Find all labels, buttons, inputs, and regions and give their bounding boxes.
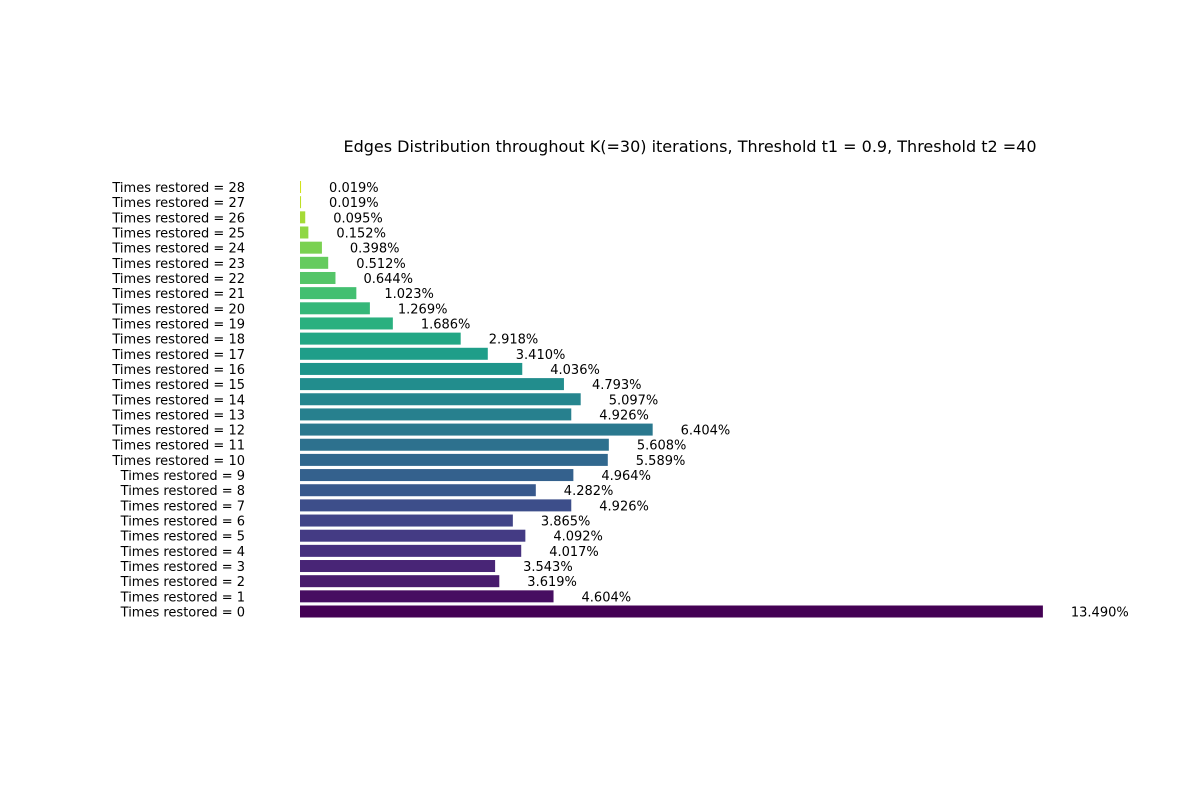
y-tick-label: Times restored = 22 <box>111 272 245 287</box>
y-tick-label: Times restored = 6 <box>120 515 245 530</box>
bar <box>300 332 461 345</box>
y-tick-label: Times restored = 14 <box>111 393 245 408</box>
bar <box>300 560 496 573</box>
y-tick-label: Times restored = 28 <box>111 181 245 196</box>
data-label: 0.019% <box>329 196 379 211</box>
bar <box>300 347 488 360</box>
y-tick-label: Times restored = 11 <box>111 439 245 454</box>
y-tick-label: Times restored = 24 <box>111 242 245 257</box>
data-label: 4.604% <box>582 590 632 605</box>
y-tick-label: Times restored = 3 <box>120 560 245 575</box>
data-label: 13.490% <box>1071 606 1129 621</box>
y-tick-label: Times restored = 0 <box>120 606 245 621</box>
y-tick-label: Times restored = 20 <box>111 302 245 317</box>
y-tick-label: Times restored = 9 <box>120 469 245 484</box>
data-label: 0.512% <box>356 257 406 272</box>
bar <box>300 590 554 603</box>
bar <box>300 605 1043 618</box>
y-tick-label: Times restored = 8 <box>120 484 245 499</box>
bar <box>300 393 581 406</box>
bar <box>300 196 302 209</box>
bar <box>300 423 653 436</box>
data-label: 4.926% <box>599 408 649 423</box>
bar <box>300 575 500 588</box>
data-label: 0.398% <box>350 242 400 257</box>
data-label: 1.686% <box>421 317 471 332</box>
y-tick-label: Times restored = 1 <box>120 590 245 605</box>
bar <box>300 181 302 194</box>
y-tick-label: Times restored = 12 <box>111 424 245 439</box>
data-label: 4.793% <box>592 378 642 393</box>
bar <box>300 226 309 239</box>
data-label: 3.619% <box>527 575 577 590</box>
bars-layer <box>300 181 1043 618</box>
data-label: 4.017% <box>549 545 599 560</box>
data-label: 0.019% <box>329 181 379 196</box>
y-tick-label: Times restored = 21 <box>111 287 245 302</box>
y-tick-label: Times restored = 23 <box>111 257 245 272</box>
y-tick-label: Times restored = 4 <box>120 545 245 560</box>
data-label: 2.918% <box>489 333 539 348</box>
data-label: 0.095% <box>333 211 383 226</box>
bar <box>300 302 370 315</box>
y-tick-label: Times restored = 2 <box>120 575 245 590</box>
bar <box>300 529 526 542</box>
data-label: 4.092% <box>553 530 603 545</box>
y-tick-label: Times restored = 16 <box>111 363 245 378</box>
bar <box>300 408 572 421</box>
bar <box>300 438 609 451</box>
data-label: 0.644% <box>363 272 413 287</box>
data-label: 3.865% <box>541 515 591 530</box>
bar <box>300 544 522 557</box>
y-tick-label: Times restored = 13 <box>111 408 245 423</box>
data-label: 4.926% <box>599 499 649 514</box>
bar <box>300 317 393 330</box>
bar <box>300 514 513 527</box>
data-label: 6.404% <box>681 424 731 439</box>
data-label: 1.269% <box>398 302 448 317</box>
y-tick-label: Times restored = 15 <box>111 378 245 393</box>
bar <box>300 211 306 224</box>
data-label: 4.036% <box>550 363 600 378</box>
data-label: 0.152% <box>336 227 386 242</box>
y-tick-label: Times restored = 19 <box>111 317 245 332</box>
chart-title: Edges Distribution throughout K(=30) ite… <box>343 137 1036 156</box>
data-labels: 13.490% 4.604% 3.619%3.543%4.017%4.092%3.8… <box>329 181 1129 620</box>
data-label: 3.543% <box>523 560 573 575</box>
bar <box>300 271 336 284</box>
y-tick-label: Times restored = 5 <box>120 530 245 545</box>
y-tick-label: Times restored = 27 <box>111 196 245 211</box>
bar <box>300 484 536 497</box>
y-tick-label: Times restored = 7 <box>120 499 245 514</box>
bar <box>300 378 564 391</box>
y-tick-label: Times restored = 18 <box>111 333 245 348</box>
data-label: 5.097% <box>609 393 659 408</box>
y-tick-label: Times restored = 17 <box>111 348 245 363</box>
data-label: 1.023% <box>384 287 434 302</box>
bar <box>300 241 322 254</box>
data-label: 5.589% <box>636 454 686 469</box>
y-tick-label: Times restored = 25 <box>111 227 245 242</box>
bar <box>300 453 608 466</box>
bar <box>300 469 574 482</box>
data-label: 4.964% <box>601 469 651 484</box>
y-tick-label: Times restored = 10 <box>111 454 245 469</box>
bar <box>300 362 523 375</box>
data-label: 4.282% <box>564 484 614 499</box>
bar <box>300 499 572 512</box>
bar <box>300 287 357 300</box>
bar <box>300 256 329 269</box>
y-tick-label: Times restored = 26 <box>111 211 245 226</box>
data-label: 5.608% <box>637 439 687 454</box>
data-label: 3.410% <box>516 348 566 363</box>
